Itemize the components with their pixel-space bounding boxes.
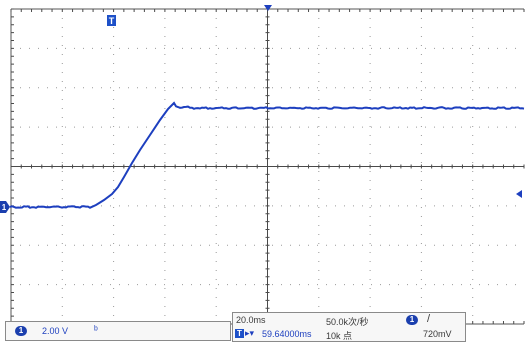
horizontal-scale: 20.0ms [236, 315, 266, 325]
graticule [10, 8, 525, 325]
trigger-position-icon: T [235, 329, 244, 338]
trigger-level: 720mV [423, 329, 452, 339]
sample-rate: 50.0k次/秒 [326, 317, 369, 327]
channel-status-box[interactable]: 1 2.00 V ᵇ [5, 321, 231, 341]
record-length: 10k 点 [326, 331, 353, 341]
timebase-status-box[interactable]: 20.0ms T ▸▾ 59.64000ms 50.0k次/秒 10k 点 1 … [232, 312, 466, 342]
channel-scale: 2.00 V [42, 326, 69, 336]
trigger-position: 59.64000ms [262, 329, 312, 339]
trigger-source-badge: 1 [406, 315, 418, 325]
channel-1-level-marker[interactable]: 1 [0, 201, 10, 213]
waveform-trace [9, 101, 525, 209]
rising-edge-icon: / [427, 313, 431, 325]
trigger-level-arrow-icon[interactable] [516, 190, 522, 198]
bandwidth-limit-icon: ᵇ [94, 325, 98, 336]
svg-text:T: T [109, 16, 115, 26]
trigger-delay-arrow-icon: ▸▾ [245, 328, 255, 338]
svg-text:1: 1 [2, 203, 7, 212]
trigger-position-marker[interactable]: T [107, 15, 116, 26]
center-marker-icon [264, 5, 272, 11]
channel-1-badge: 1 [15, 326, 27, 336]
